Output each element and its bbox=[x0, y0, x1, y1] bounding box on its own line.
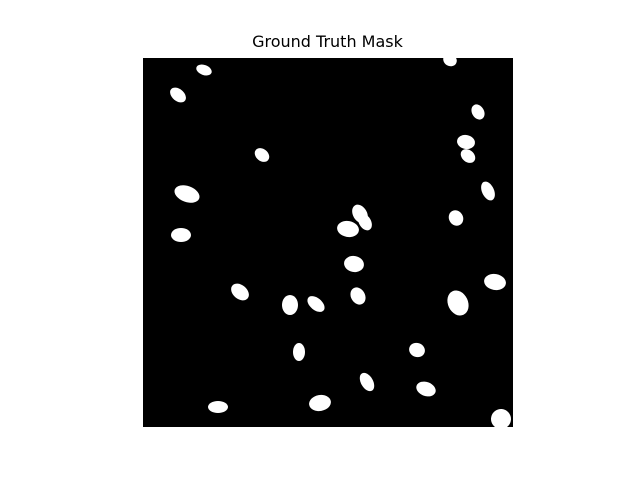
mask-blob bbox=[484, 273, 506, 291]
mask-blob bbox=[170, 87, 186, 103]
mask-blob bbox=[471, 104, 485, 120]
figure-title: Ground Truth Mask bbox=[252, 32, 403, 51]
mask-blob bbox=[293, 343, 305, 361]
mask-blob bbox=[350, 287, 366, 305]
mask-blob bbox=[174, 185, 200, 203]
mask-image bbox=[143, 58, 513, 427]
mask-blob bbox=[254, 148, 270, 162]
mask-blob bbox=[231, 283, 249, 301]
mask-blob bbox=[448, 210, 464, 226]
mask-blob bbox=[409, 342, 425, 358]
mask-blob bbox=[447, 290, 469, 316]
mask-blob bbox=[416, 381, 436, 397]
mask-blob bbox=[481, 181, 495, 201]
mask-blob bbox=[208, 401, 228, 413]
mask-blob bbox=[309, 394, 331, 412]
mask-blob bbox=[457, 134, 475, 150]
mask-blobs bbox=[170, 58, 511, 427]
mask-blob bbox=[282, 295, 298, 315]
mask-blob bbox=[344, 255, 364, 273]
mask-blob bbox=[337, 220, 359, 238]
mask-blob bbox=[443, 58, 457, 67]
mask-blob bbox=[460, 149, 476, 163]
mask-blob bbox=[359, 372, 375, 392]
mask-blob bbox=[358, 213, 372, 231]
mask-background bbox=[143, 58, 513, 427]
mask-blob bbox=[171, 228, 191, 242]
mask-blob bbox=[196, 64, 212, 76]
mask-blob bbox=[307, 296, 325, 312]
mask-blob bbox=[491, 409, 511, 427]
